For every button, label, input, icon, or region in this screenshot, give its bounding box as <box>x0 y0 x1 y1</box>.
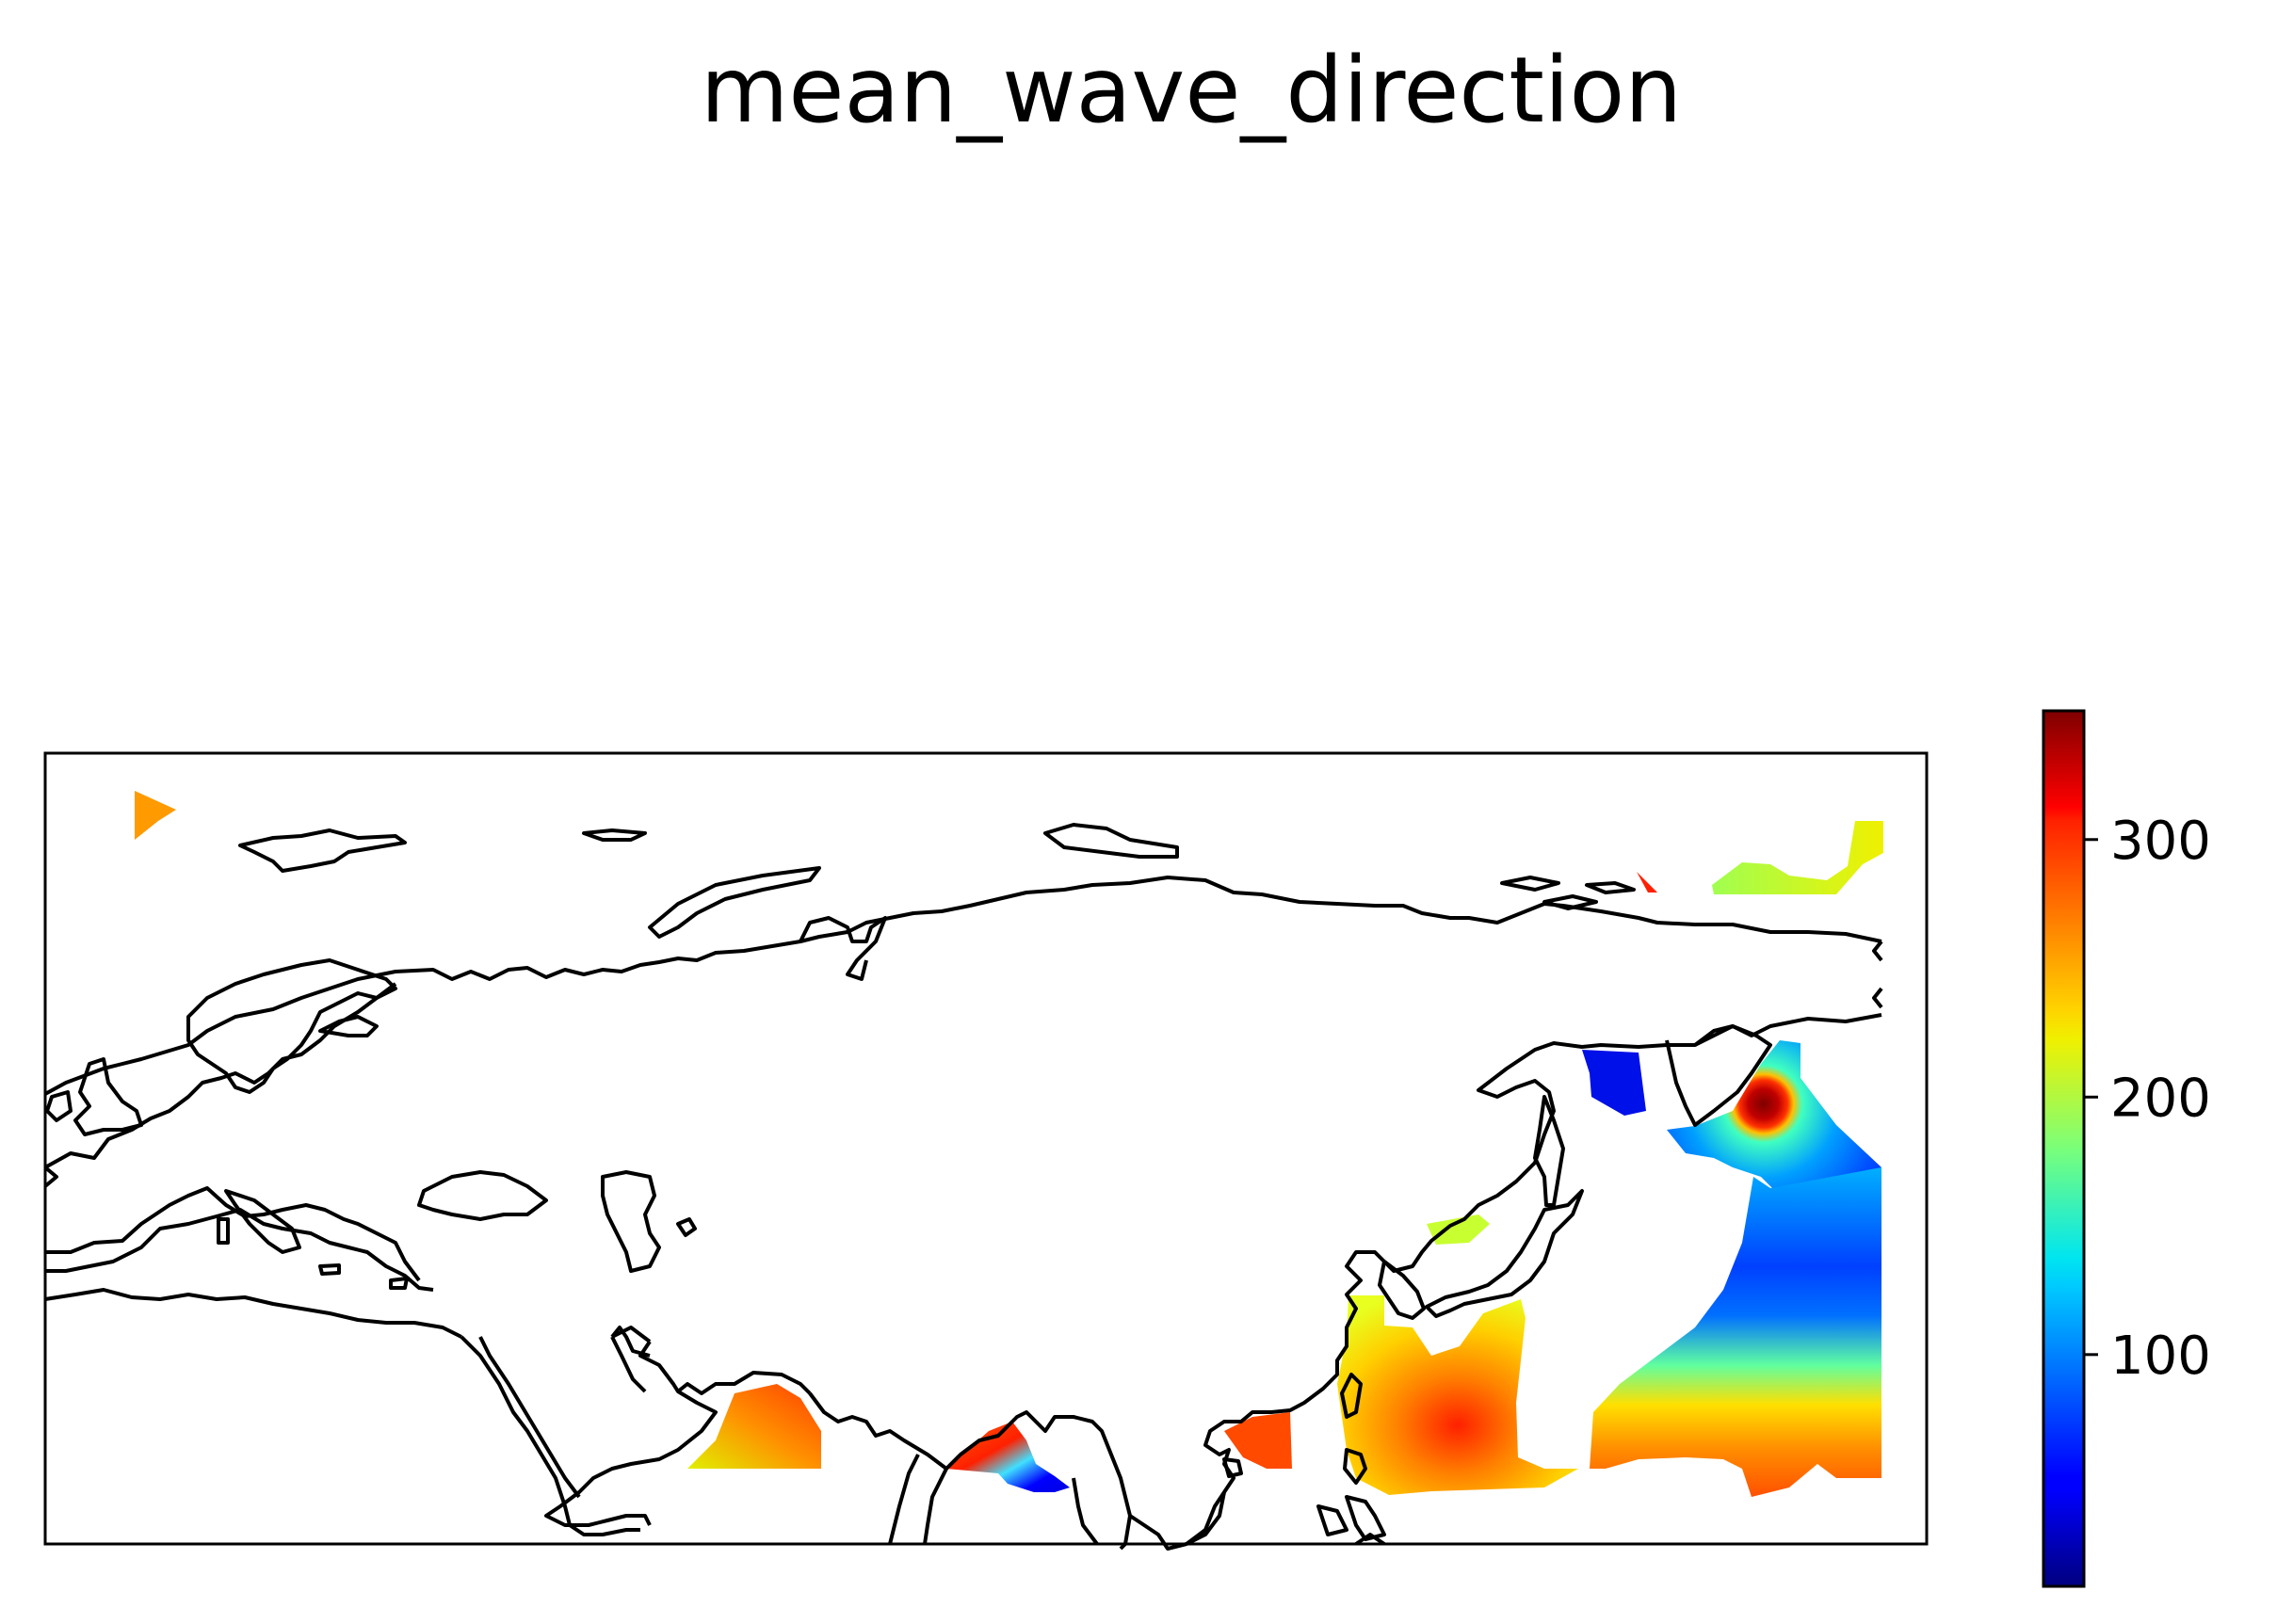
field-patch-arabian-sea <box>687 1384 821 1469</box>
colorbar-ticks: 100 200 300 <box>2084 811 2211 1387</box>
field-patch-yellow-sea <box>1427 1214 1490 1245</box>
colorbar-tick-label: 200 <box>2110 1068 2211 1129</box>
field-patch-bay-of-bengal <box>946 1422 1070 1492</box>
colorbar-tick-label: 100 <box>2110 1326 2211 1387</box>
colorbar: 100 200 300 <box>2042 709 2211 1588</box>
field-patch-north-pacific <box>1590 1167 1881 1497</box>
wave-direction-field <box>135 791 1883 1497</box>
field-patch-okhotsk <box>1582 1050 1646 1116</box>
field-patch-gulf-thailand <box>1224 1412 1292 1469</box>
map-frame <box>43 751 1929 1546</box>
field-patch-south-china-sea <box>1337 1295 1578 1495</box>
colorbar-tick-label: 300 <box>2110 811 2211 872</box>
field-patch-chukchi <box>1712 821 1883 894</box>
field-patch-east-siberian <box>1637 872 1657 892</box>
field-patch-barents <box>135 791 176 840</box>
map-title: mean_wave_direction <box>700 38 1683 143</box>
colorbar-gradient <box>2042 709 2086 1588</box>
coastlines <box>43 823 1883 1551</box>
